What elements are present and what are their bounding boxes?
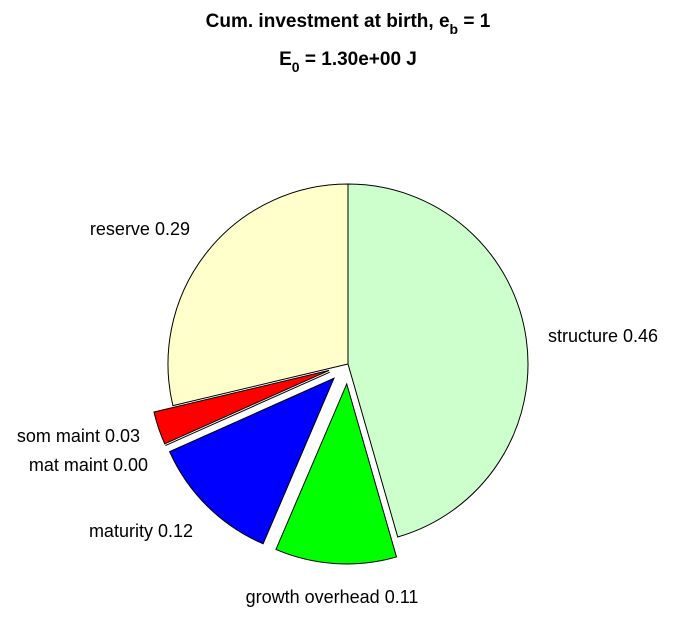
slice-value: 0.12 (158, 521, 193, 541)
pie-slice (167, 183, 349, 407)
slice-value: 0.46 (623, 326, 658, 346)
slice-name: structure (548, 326, 618, 346)
title-subscript: b (450, 21, 459, 37)
slice-label: som maint 0.03 (17, 426, 140, 446)
chart-title: Cum. investment at birth, eb = 1 (206, 11, 491, 37)
chart-title: E0 = 1.30e+00 J (279, 49, 417, 75)
slice-name: reserve (90, 219, 150, 239)
slice-value: 0.00 (113, 455, 148, 475)
title-subscript: 0 (292, 59, 300, 75)
slice-name: som maint (17, 426, 100, 446)
title-text: = 1.30e+00 J (300, 49, 417, 70)
slice-label: growth overhead 0.11 (246, 587, 419, 607)
slice-name: mat maint (29, 455, 108, 475)
pie-slice (347, 183, 529, 538)
slice-value: 0.29 (155, 219, 190, 239)
slice-label: structure 0.46 (548, 326, 658, 346)
slice-name: maturity (89, 521, 153, 541)
slice-label: reserve 0.29 (90, 219, 190, 239)
title-text: = 1 (458, 11, 491, 32)
pie-slice (275, 382, 398, 565)
slice-name: growth overhead (246, 587, 380, 607)
pie-slice (153, 369, 330, 445)
slice-label: mat maint 0.00 (29, 455, 148, 475)
title-text: E (279, 49, 292, 70)
title-text: Cum. investment at birth, e (206, 11, 450, 32)
pie-slice (168, 377, 335, 545)
slice-label: maturity 0.12 (89, 521, 193, 541)
slice-value: 0.03 (105, 426, 140, 446)
slice-value: 0.11 (385, 587, 419, 607)
